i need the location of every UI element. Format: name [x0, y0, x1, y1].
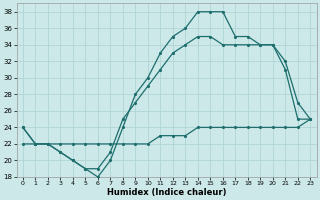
X-axis label: Humidex (Indice chaleur): Humidex (Indice chaleur)	[107, 188, 226, 197]
